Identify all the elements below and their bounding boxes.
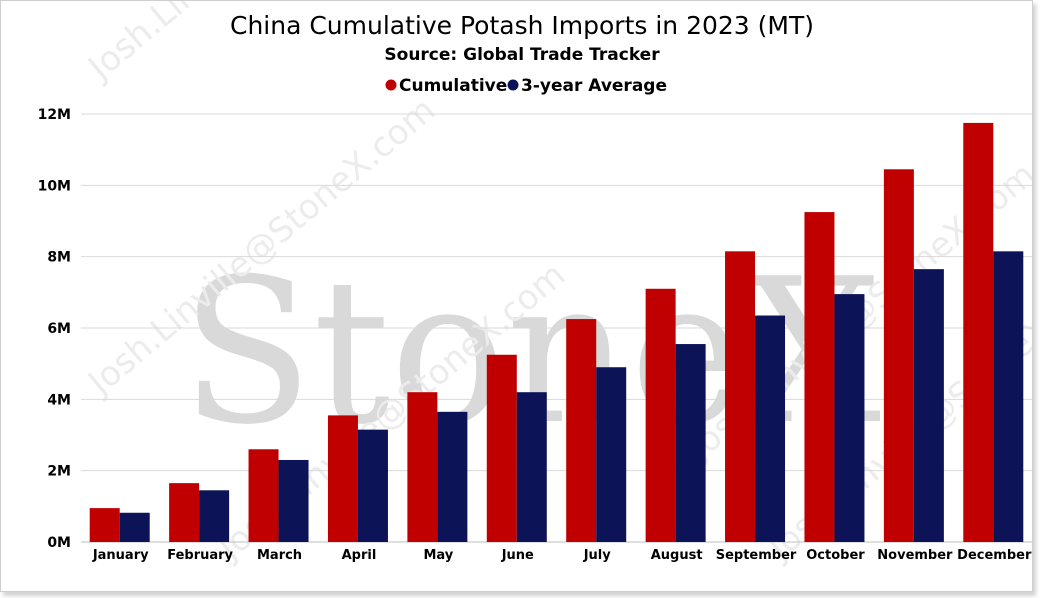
bar-3-year-average-may bbox=[437, 411, 468, 542]
bar-3-year-average-december bbox=[993, 251, 1024, 543]
x-tick-label: April bbox=[342, 548, 377, 563]
y-tick-label: 2M bbox=[47, 464, 71, 480]
bar-3-year-average-february bbox=[199, 490, 230, 542]
chart-title: China Cumulative Potash Imports in 2023 … bbox=[230, 11, 814, 40]
x-tick-label: August bbox=[651, 548, 703, 563]
bar-3-year-average-april bbox=[357, 429, 388, 542]
bar-3-year-average-august bbox=[675, 344, 706, 542]
bar-3-year-average-november bbox=[913, 269, 944, 542]
x-tick-label: October bbox=[806, 548, 865, 563]
bar-cumulative-september bbox=[725, 251, 756, 543]
gridlines bbox=[81, 113, 1032, 543]
bar-3-year-average-october bbox=[834, 294, 865, 542]
bar-cumulative-october bbox=[804, 212, 835, 543]
x-tick-label: May bbox=[423, 548, 453, 563]
bar-cumulative-august bbox=[645, 288, 676, 542]
bar-3-year-average-june bbox=[516, 392, 547, 542]
x-tick-label: February bbox=[167, 548, 233, 563]
x-tick-label: December bbox=[957, 548, 1032, 563]
legend-label-cumulative: Cumulative bbox=[399, 76, 507, 96]
bar-3-year-average-january bbox=[119, 512, 150, 542]
bar-cumulative-march bbox=[248, 449, 279, 542]
x-axis-ticks: January February March April May June July Augu… bbox=[92, 548, 1032, 563]
y-tick-label: 4M bbox=[47, 392, 71, 408]
chart-frame: StoneX Josh.Linville@StoneX.com Josh.Lin… bbox=[0, 0, 1033, 592]
chart-svg: StoneX Josh.Linville@StoneX.com Josh.Lin… bbox=[38, 1, 1032, 569]
y-tick-label: 6M bbox=[47, 321, 71, 337]
bars bbox=[89, 122, 1024, 543]
bar-cumulative-june bbox=[486, 354, 517, 542]
bar-cumulative-january bbox=[89, 508, 120, 542]
y-tick-label: 8M bbox=[47, 250, 71, 266]
x-tick-label: November bbox=[877, 548, 953, 563]
legend-marker-3-year-average bbox=[507, 79, 519, 91]
y-tick-label: 12M bbox=[38, 107, 71, 123]
x-tick-label: March bbox=[257, 548, 302, 563]
legend-label-3-year-average: 3-year Average bbox=[521, 76, 667, 96]
x-tick-label: July bbox=[583, 548, 612, 563]
y-axis-ticks: 0M 2M 4M 6M 8M 10M 12M bbox=[38, 107, 71, 551]
x-tick-label: January bbox=[92, 548, 149, 563]
bar-3-year-average-march bbox=[278, 459, 309, 542]
bar-cumulative-may bbox=[407, 392, 438, 542]
bar-cumulative-december bbox=[963, 122, 994, 543]
bar-cumulative-april bbox=[327, 415, 358, 542]
y-tick-label: 10M bbox=[38, 178, 71, 194]
legend: Cumulative 3-year Average bbox=[385, 76, 667, 96]
y-tick-label: 0M bbox=[47, 535, 71, 551]
bar-cumulative-july bbox=[566, 319, 597, 542]
x-tick-label: September bbox=[716, 548, 797, 563]
chart-subtitle: Source: Global Trade Tracker bbox=[384, 45, 660, 65]
bar-cumulative-february bbox=[169, 483, 200, 542]
bar-cumulative-november bbox=[883, 169, 914, 543]
bar-3-year-average-july bbox=[596, 367, 627, 542]
x-tick-label: June bbox=[501, 548, 534, 563]
legend-marker-cumulative bbox=[385, 79, 397, 91]
bar-3-year-average-september bbox=[755, 315, 786, 542]
